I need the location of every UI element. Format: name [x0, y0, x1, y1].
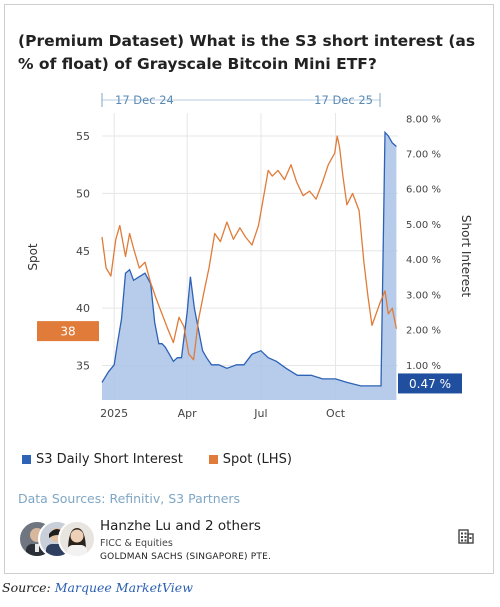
- short-interest-area: [101, 130, 397, 400]
- y-tick-label-right: 1.00 %: [406, 361, 441, 372]
- x-tick-label: 2025: [100, 407, 128, 420]
- spot-last-badge: [37, 321, 99, 342]
- legend-label-short-interest: S3 Daily Short Interest: [36, 452, 183, 467]
- y-tick-label-right: 3.00 %: [406, 290, 441, 301]
- x-tick-label: Apr: [178, 407, 198, 420]
- y-tick-label-left: 45: [76, 245, 90, 258]
- axes: 35 40 45 50 55 1.00 % 2.00 % 3.00 % 4.00 % 5.00 %…: [26, 114, 473, 420]
- y-tick-label-left: 55: [76, 130, 90, 143]
- legend-item-short-interest[interactable]: S3 Daily Short Interest: [22, 452, 183, 467]
- y-tick-label-right: 8.00 %: [406, 114, 441, 125]
- y-tick-label-right: 7.00 %: [406, 149, 441, 160]
- author-avatars: [18, 520, 96, 558]
- y-tick-label-left: 50: [76, 187, 90, 200]
- value-badges: 38 0.47 %: [37, 321, 462, 394]
- x-tick-label: Jul: [253, 407, 267, 420]
- short-interest-line: [101, 130, 397, 387]
- legend-item-spot[interactable]: Spot (LHS): [208, 452, 292, 467]
- source-line: Source: Marquee MarketView: [2, 580, 193, 595]
- short-interest-last-label: 0.47 %: [409, 377, 451, 391]
- y-tick-label-right: 6.00 %: [406, 185, 441, 196]
- author-block: Hanzhe Lu and 2 others FICC & Equities G…: [100, 518, 271, 562]
- short-interest-area-fill: [102, 132, 397, 400]
- source-link[interactable]: Marquee MarketView: [54, 580, 193, 595]
- avatar: [58, 520, 96, 558]
- range-end-label: 17 Dec 25: [314, 93, 373, 107]
- y-tick-label-right: 4.00 %: [406, 255, 441, 266]
- short-interest-last-badge: [398, 373, 462, 394]
- y-tick-label-right: 5.00 %: [406, 220, 441, 231]
- spot-last-label: 38: [60, 325, 75, 339]
- author-org: GOLDMAN SACHS (SINGAPORE) PTE.: [100, 552, 272, 562]
- y-tick-label-right: 2.00 %: [406, 326, 441, 337]
- x-tick-label: Oct: [326, 407, 346, 420]
- author-name[interactable]: Hanzhe Lu and 2 others: [100, 518, 261, 534]
- legend-swatch-spot: [208, 455, 218, 464]
- spot-line-layer: [101, 135, 398, 361]
- legend: S3 Daily Short Interest Spot (LHS): [22, 452, 318, 467]
- y-axis-title-left: Spot: [26, 243, 40, 271]
- y-tick-label-left: 35: [76, 360, 90, 373]
- source-prefix: Source:: [2, 580, 51, 595]
- building-icon[interactable]: [458, 528, 474, 544]
- y-tick-label-left: 40: [76, 302, 90, 315]
- legend-label-spot: Spot (LHS): [222, 452, 292, 467]
- range-start-label: 17 Dec 24: [115, 93, 174, 107]
- y-axis-title-right: Short Interest: [459, 215, 473, 298]
- author-team: FICC & Equities: [100, 538, 173, 549]
- legend-swatch-short-interest: [22, 455, 31, 464]
- chart-title: (Premium Dataset) What is the S3 short i…: [18, 32, 476, 73]
- spot-line: [101, 135, 398, 361]
- range-selector[interactable]: 17 Dec 24 17 Dec 25: [101, 93, 381, 107]
- data-sources: Data Sources: Refinitiv, S3 Partners: [18, 491, 241, 506]
